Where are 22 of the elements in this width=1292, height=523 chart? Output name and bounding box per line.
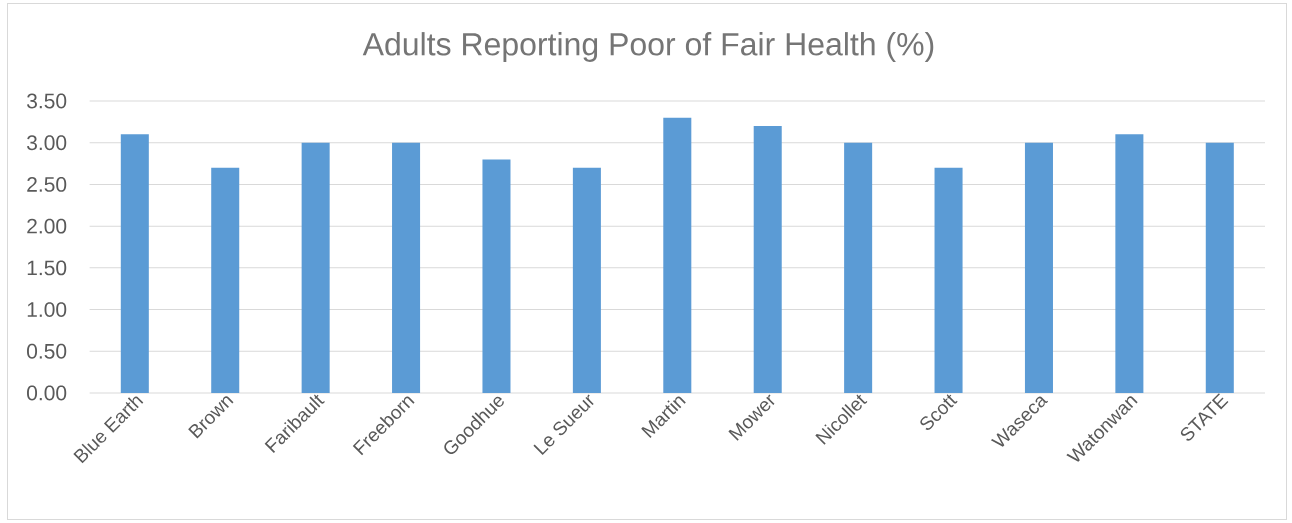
chart-title: Adults Reporting Poor of Fair Health (%)	[362, 32, 934, 62]
bar	[1115, 134, 1144, 393]
bar	[934, 167, 963, 393]
y-tick-label: 2.00	[27, 218, 67, 234]
y-tick-label: 1.00	[27, 302, 67, 318]
bar	[482, 159, 511, 393]
bar	[663, 117, 692, 393]
bar	[1024, 142, 1053, 393]
bar	[753, 126, 782, 393]
bar	[1205, 142, 1234, 393]
y-tick-label: 3.00	[27, 135, 67, 151]
y-tick-label: 3.50	[27, 93, 67, 109]
bar	[844, 142, 873, 393]
y-tick-label: 0.00	[27, 385, 67, 401]
y-tick-label: 1.50	[27, 260, 67, 276]
y-tick-label: 0.50	[27, 343, 67, 359]
bar	[211, 167, 240, 393]
bar	[120, 134, 149, 393]
bar	[301, 142, 330, 393]
bar	[392, 142, 421, 393]
y-tick-label: 2.50	[27, 177, 67, 192]
bar	[572, 167, 601, 393]
